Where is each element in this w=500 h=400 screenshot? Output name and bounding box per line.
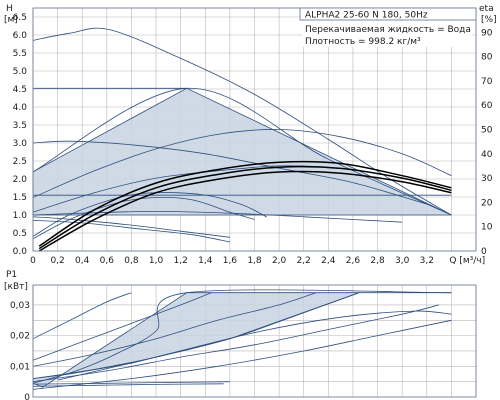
efficiency-curve-bold [38,170,452,252]
flow-tick-label: 1,2 [174,256,188,266]
pump-model-title: ALPHA2 25-60 N 180, 50Hz [305,11,428,21]
flow-tick-label: 0,8 [124,256,139,266]
flow-tick-label: 1,0 [149,256,164,266]
head-tick-label: 6.5 [13,13,27,23]
eta-tick-label: 60 [481,101,493,111]
lower-plot-frame [32,284,477,398]
title-box [299,7,477,21]
head-axis-label: H [6,4,13,14]
flow-tick-label: 3,0 [395,256,410,266]
power-axis-ticks: 0,03 0,02 0,01 0 [10,301,30,400]
head-tick-label: 5.5 [13,49,27,59]
eta-tick-label: 40 [481,150,493,160]
head-tick-label: 5.0 [13,67,28,77]
efficiency-curve [32,129,452,198]
power-curve [32,319,452,390]
head-efficiency-chart: 0.0 0.5 1.0 1.5 2.0 2.5 3.0 3.5 4.0 4.5 5.0 5.5 6.0 6… [4,4,497,266]
flow-axis-label: Q [м³/ч] [449,256,485,266]
upper-plot-frame [32,7,477,252]
fluid-info: Перекачиваемая жидкость = Вода [305,25,471,35]
flow-tick-label: 1,8 [247,256,262,266]
flow-tick-label: 2,4 [321,256,336,266]
flow-tick-label: 0 [30,256,36,266]
flow-tick-label: 0,4 [75,256,90,266]
power-curve [32,381,230,385]
eta-axis-label: eta [479,4,494,14]
power-curve [32,304,440,383]
efficiency-curve [32,196,255,240]
flow-tick-label: 1,4 [198,256,213,266]
power-tick-label: 0 [24,393,30,400]
head-tick-label: 2.0 [13,175,28,185]
flow-tick-label: 0,6 [100,256,115,266]
flow-tick-label: 2,6 [346,256,361,266]
power-axis-label: P1 [6,270,17,280]
head-tick-label: 0.0 [13,247,28,257]
head-tick-label: 1.0 [13,211,28,221]
flow-tick-label: 3,2 [420,256,434,266]
eta-tick-label: 90 [481,28,493,38]
flow-axis-ticks: 0 0,2 0,4 0,6 0,8 1,0 1,2 1,4 1,6 1,8 2,0 2,2 2,4 2,6… [30,256,485,266]
head-tick-label: 3.5 [13,121,27,131]
fluid-info-box [302,21,472,47]
power-curve [32,383,224,387]
power-curve [32,289,452,384]
efficiency-curve-bold [38,160,452,247]
head-curve [32,140,427,205]
power-tick-label: 0,01 [10,362,30,372]
eta-tick-label: 20 [481,198,493,208]
eta-tick-label: 70 [481,77,493,87]
eta-tick-label: 80 [481,53,493,63]
flow-tick-label: 2,2 [297,256,311,266]
flow-tick-label: 1,6 [223,256,238,266]
power-curve [32,292,132,340]
density-info: Плотность = 998.2 кг/м³ [305,37,421,47]
head-axis-unit: [м] [4,15,18,25]
power-chart: 0,03 0,02 0,01 0 P1 [кВт] [4,270,477,400]
power-axis-unit: [кВт] [4,282,28,292]
head-axis-ticks: 0.0 0.5 1.0 1.5 2.0 2.5 3.0 3.5 4.0 4.5 5.0 5.5 6.0 6… [13,13,28,257]
eta-tick-label: 0 [481,247,487,257]
head-tick-label: 1.5 [13,193,27,203]
head-curve [32,87,452,216]
flow-tick-label: 2,8 [370,256,385,266]
eta-tick-label: 30 [481,174,493,184]
efficiency-curve-bold [38,165,452,250]
head-curve [32,216,230,238]
upper-series-group [32,27,452,252]
power-curve [32,292,212,361]
eta-tick-label: 10 [481,223,493,233]
head-tick-label: 0.5 [13,229,27,239]
eta-axis-unit: [%] [481,15,497,25]
head-curve [32,210,403,223]
head-tick-label: 4.0 [13,103,28,113]
head-tick-label: 4.5 [13,85,27,95]
eta-tick-label: 50 [481,126,493,136]
power-tick-label: 0,02 [10,332,30,342]
head-tick-label: 3.0 [13,139,28,149]
head-tick-label: 2.5 [13,157,27,167]
power-tick-label: 0,03 [10,301,30,311]
flow-tick-label: 2,0 [272,256,287,266]
lower-series-group [32,289,452,390]
power-curve [57,310,452,381]
power-curve [32,292,317,367]
flow-tick-label: 0,2 [50,256,64,266]
eta-axis-ticks: 0 10 20 30 40 50 60 70 80 90 [481,28,493,257]
power-curve [32,292,360,379]
head-tick-label: 6.0 [13,31,28,41]
